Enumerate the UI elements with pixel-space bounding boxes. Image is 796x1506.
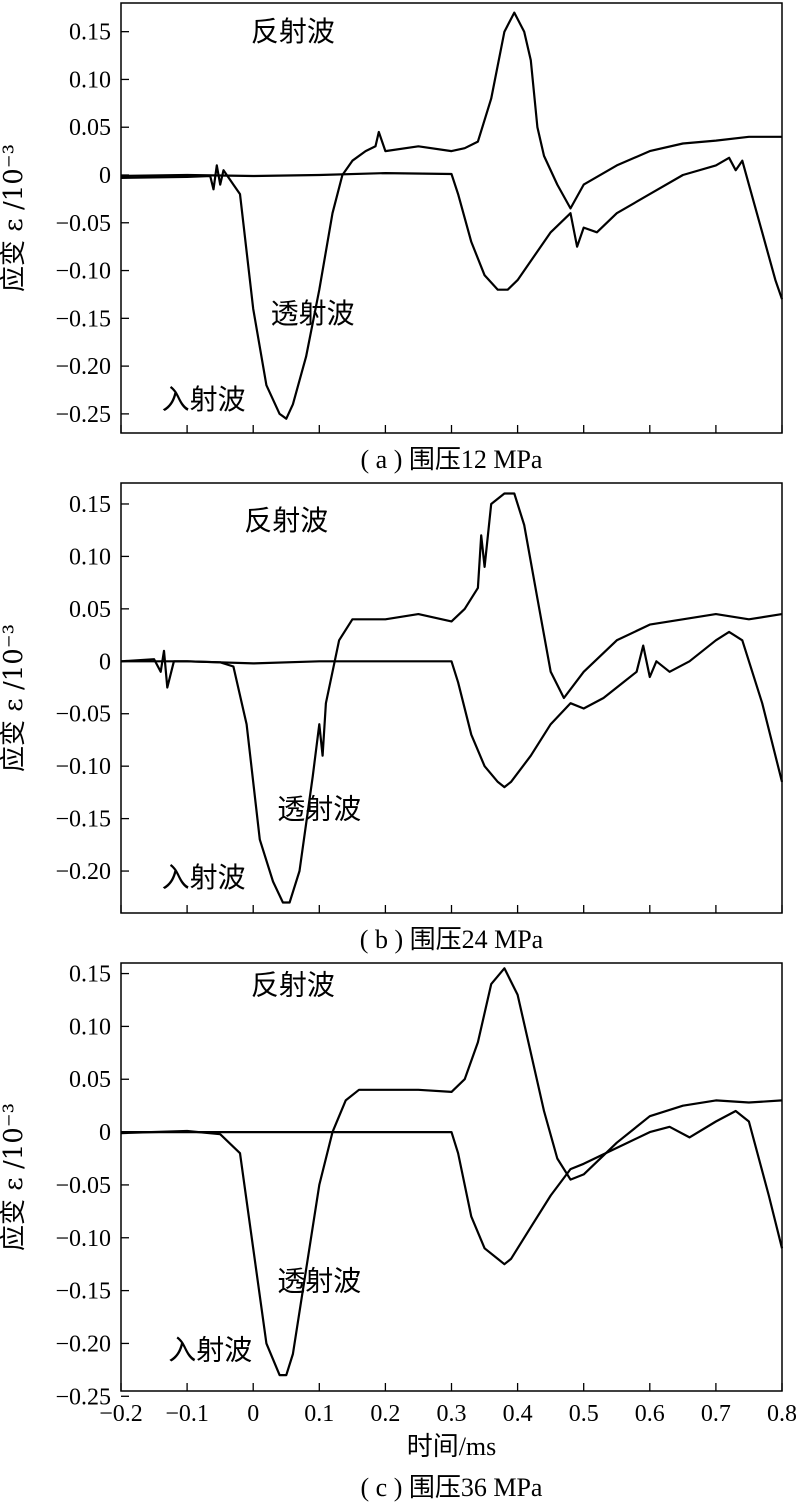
y-tick-label: −0.25: [55, 402, 111, 428]
y-tick-label: −0.20: [55, 859, 111, 885]
x-axis-label: 时间/ms: [407, 1432, 497, 1461]
y-tick-label: −0.20: [55, 354, 111, 380]
chart-panel-a: 0.15 0.10 0.05 0 −0.05 −0.10 −0.15 −0.20 −0.25 反射…: [0, 2, 784, 474]
y-axis-label: 应变 ε /10⁻³: [0, 1103, 29, 1251]
wave-annotation: 反射波: [251, 15, 335, 48]
wave-annotation: 入射波: [162, 383, 246, 416]
x-tick-label: 0.3: [437, 1401, 467, 1427]
y-tick-label: −0.10: [55, 259, 111, 285]
plot-frame: [120, 962, 783, 1392]
y-tick-label: 0: [99, 1120, 111, 1146]
series-line-2: [121, 1109, 784, 1266]
plot-frame: [120, 2, 783, 434]
y-tick-label: 0.10: [69, 67, 111, 93]
wave-annotation: 入射波: [168, 1333, 252, 1366]
panel-caption: ( b ) 围压24 MPa: [360, 925, 544, 954]
y-tick-label: −0.15: [55, 1279, 111, 1305]
x-tick-label: −0.1: [165, 1401, 209, 1427]
x-tick-label: 0.6: [635, 1401, 665, 1427]
y-tick-label: 0.15: [69, 20, 111, 46]
x-tick-label: 0.4: [503, 1401, 533, 1427]
y-tick-label: 0.10: [69, 1014, 111, 1040]
wave-annotation: 透射波: [277, 793, 361, 826]
chart-panel-c: 0.150.100.050−0.05−0.10−0.15−0.20−0.25−0…: [0, 962, 796, 1502]
x-tick-label: 0: [247, 1401, 259, 1427]
x-tick-label: 0.5: [569, 1401, 599, 1427]
wave-annotation: 入射波: [162, 861, 246, 894]
y-tick-label: 0: [99, 163, 111, 189]
y-tick-label: 0.05: [69, 1067, 111, 1093]
y-tick-label: 0: [99, 649, 111, 675]
series-line-1: [120, 11, 782, 420]
y-tick-label: −0.25: [55, 1384, 111, 1410]
y-tick-label: −0.10: [55, 754, 111, 780]
y-axis-label: 应变 ε /10⁻³: [0, 624, 29, 772]
y-tick-label: −0.15: [55, 306, 111, 332]
y-tick-label: −0.10: [55, 1226, 111, 1252]
y-axis-label: 应变 ε /10⁻³: [0, 144, 29, 292]
y-tick-label: 0.15: [69, 962, 111, 988]
chart-panel-b: 0.15 0.10 0.05 0 −0.05 −0.10 −0.15 −0.20 反射波透射波入…: [0, 482, 784, 954]
wave-annotation: 透射波: [271, 297, 355, 330]
plot-frame: [120, 482, 783, 914]
y-tick-label: 0.05: [69, 115, 111, 141]
y-tick-label: 0.15: [69, 492, 111, 518]
y-tick-label: 0.05: [69, 597, 111, 623]
wave-annotation: 反射波: [244, 504, 328, 537]
x-tick-label: −0.2: [99, 1401, 143, 1427]
series-line-2: [120, 156, 784, 300]
wave-annotation: 透射波: [277, 1265, 361, 1298]
y-tick-label: −0.20: [55, 1331, 111, 1357]
y-tick-label: −0.15: [55, 807, 111, 833]
series-line-2: [121, 630, 784, 789]
y-tick-label: −0.05: [55, 702, 111, 728]
panel-caption: ( a ) 围压12 MPa: [361, 445, 543, 474]
x-tick-label: 0.7: [701, 1401, 731, 1427]
y-tick-label: −0.05: [55, 1173, 111, 1199]
panel-caption: ( c ) 围压36 MPa: [361, 1473, 543, 1502]
wave-annotation: 反射波: [251, 969, 335, 1002]
series-line-1: [120, 492, 783, 904]
x-tick-label: 0.8: [767, 1401, 796, 1427]
x-tick-label: 0.2: [370, 1401, 400, 1427]
x-tick-label: 0.1: [304, 1401, 334, 1427]
y-tick-label: 0.10: [69, 544, 111, 570]
series-line-1: [120, 967, 783, 1377]
y-tick-label: −0.05: [55, 211, 111, 237]
